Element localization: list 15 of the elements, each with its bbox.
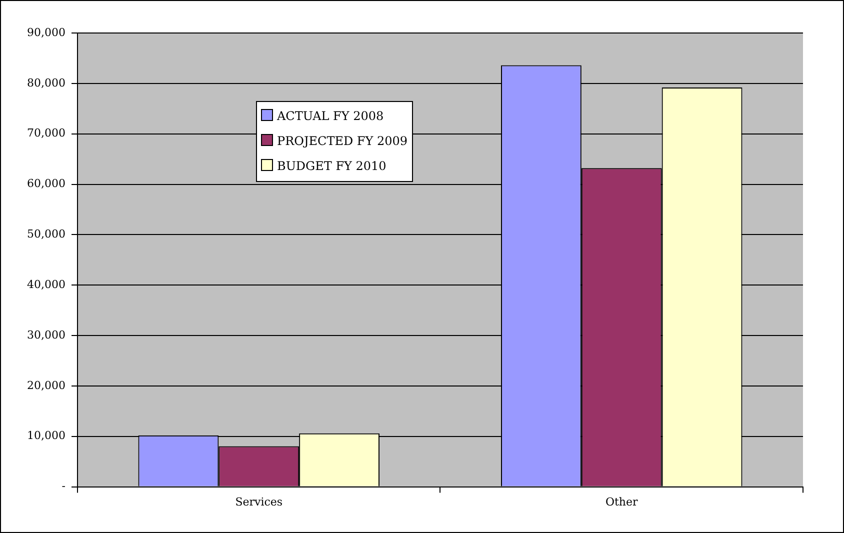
y-tick-label: 20,000	[26, 378, 66, 392]
legend-label: ACTUAL FY 2008	[276, 108, 385, 125]
y-tick-label: 10,000	[26, 429, 66, 442]
y-tick-label: 80,000	[26, 76, 66, 90]
x-tick-label: Other	[605, 495, 639, 508]
y-tick-label: 40,000	[26, 278, 66, 291]
legend-label: PROJECTED FY 2009	[276, 133, 408, 150]
y-tick-label: 30,000	[26, 328, 66, 342]
y-tick-label: 90,000	[26, 26, 66, 39]
y-tick-label: 70,000	[26, 126, 66, 140]
y-tick-label: 50,000	[26, 228, 66, 241]
y-tick-label: 60,000	[26, 177, 66, 190]
y-tick-label: -	[62, 480, 66, 493]
legend-label: BUDGET FY 2010	[276, 158, 388, 175]
x-tick-label: Services	[235, 495, 283, 508]
